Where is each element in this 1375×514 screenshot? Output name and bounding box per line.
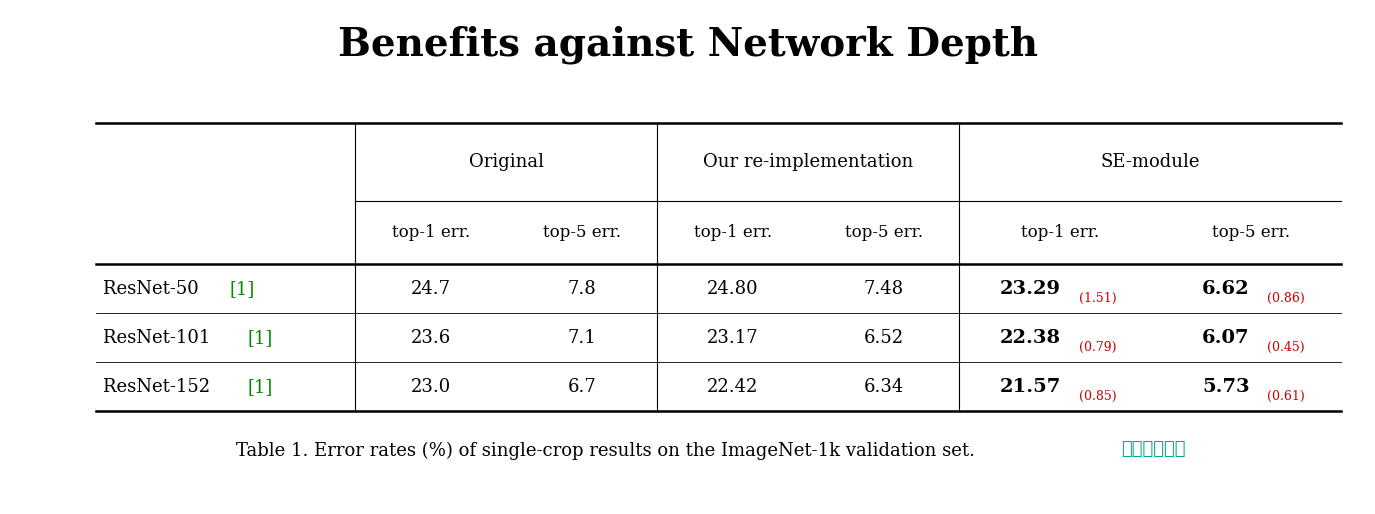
Text: 21.57: 21.57: [1000, 378, 1060, 396]
Text: Original: Original: [469, 153, 543, 171]
Text: 6.34: 6.34: [864, 378, 903, 396]
Text: ResNet-50: ResNet-50: [103, 280, 205, 298]
Text: 6.52: 6.52: [864, 329, 903, 347]
Text: 24.7: 24.7: [411, 280, 451, 298]
Text: 5.73: 5.73: [1202, 378, 1250, 396]
Text: Our re-implementation: Our re-implementation: [703, 153, 913, 171]
Text: top-1 err.: top-1 err.: [392, 224, 470, 241]
Text: (0.86): (0.86): [1268, 291, 1305, 305]
Text: SE-module: SE-module: [1100, 153, 1200, 171]
Text: top-5 err.: top-5 err.: [543, 224, 620, 241]
Text: (0.79): (0.79): [1079, 341, 1116, 354]
Text: top-1 err.: top-1 err.: [694, 224, 771, 241]
Text: [1]: [1]: [248, 378, 272, 396]
Text: 7.8: 7.8: [568, 280, 597, 298]
Text: 23.29: 23.29: [1000, 280, 1060, 298]
Text: 22.42: 22.42: [707, 378, 759, 396]
Text: top-5 err.: top-5 err.: [1211, 224, 1290, 241]
Text: Benefits against Network Depth: Benefits against Network Depth: [337, 26, 1038, 64]
Text: 7.48: 7.48: [864, 280, 903, 298]
Text: 23.6: 23.6: [411, 329, 451, 347]
Text: 23.17: 23.17: [707, 329, 759, 347]
Text: 无忧来客导航: 无忧来客导航: [1121, 440, 1185, 458]
Text: Table 1. Error rates (%) of single-crop results on the ImageNet-1k validation se: Table 1. Error rates (%) of single-crop …: [235, 442, 975, 461]
Text: [1]: [1]: [230, 280, 254, 298]
Text: (1.51): (1.51): [1079, 291, 1116, 305]
Text: top-1 err.: top-1 err.: [1022, 224, 1099, 241]
Text: (0.85): (0.85): [1079, 390, 1116, 402]
Text: 6.62: 6.62: [1202, 280, 1250, 298]
Text: [1]: [1]: [248, 329, 272, 347]
Text: (0.45): (0.45): [1268, 341, 1305, 354]
Text: 22.38: 22.38: [1000, 329, 1060, 347]
Text: top-5 err.: top-5 err.: [844, 224, 923, 241]
Text: 6.07: 6.07: [1202, 329, 1250, 347]
Text: 6.7: 6.7: [568, 378, 597, 396]
Text: 24.80: 24.80: [707, 280, 759, 298]
Text: ResNet-152: ResNet-152: [103, 378, 216, 396]
Text: 23.0: 23.0: [411, 378, 451, 396]
Text: ResNet-101: ResNet-101: [103, 329, 216, 347]
Text: (0.61): (0.61): [1268, 390, 1305, 402]
Text: 7.1: 7.1: [568, 329, 597, 347]
